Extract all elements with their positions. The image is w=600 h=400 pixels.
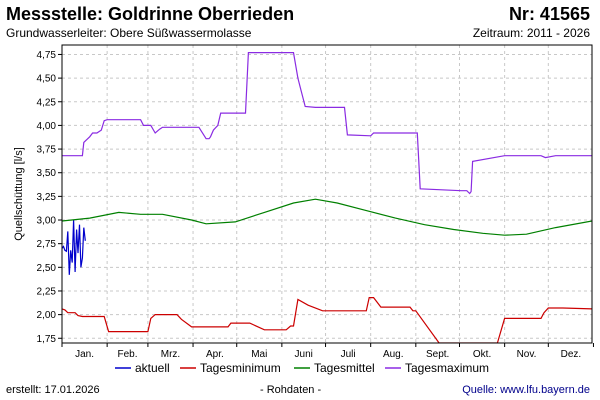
x-tick-label: Sept. [426, 349, 449, 360]
plot-frame [61, 44, 593, 344]
x-tick-label: Juni [295, 349, 313, 360]
raw-data-note: - Rohdaten - [260, 384, 322, 396]
period-label: Zeitraum: 2011 - 2026 [472, 26, 590, 40]
x-tick-label: Aug. [383, 349, 404, 360]
station-number: Nr: 41565 [508, 4, 590, 24]
x-tick-label: Apr. [206, 349, 224, 360]
x-tick-label: Okt. [473, 349, 491, 360]
y-tick-label: 4,00 [37, 121, 57, 132]
x-tick-label: Juli [341, 349, 356, 360]
source-link[interactable]: Quelle: www.lfu.bayern.de [462, 384, 590, 396]
x-tick-label: Mai [251, 349, 267, 360]
series-line-tagesminimum [62, 297, 592, 343]
x-tick-label: Mrz. [161, 349, 180, 360]
x-tick-label: Jan. [75, 349, 94, 360]
series-line-aktuell [62, 219, 86, 275]
y-tick-label: 1,75 [37, 334, 57, 345]
x-tick-label: Nov. [517, 349, 537, 360]
x-axis-ticks: Jan. Feb. Mrz. Apr. Mai Juni Juli Aug. Sept. Okt.… [61, 343, 594, 360]
y-tick-label: 2,00 [37, 310, 57, 321]
aquifer-label: Grundwasserleiter: Obere Süßwassermolass… [6, 26, 252, 40]
legend: aktuell Tagesminimum Tagesmittel Tagesmaxim… [115, 361, 489, 375]
y-tick-label: 2,25 [37, 286, 57, 297]
x-tick-label: Dez. [561, 349, 582, 360]
y-tick-label: 4,25 [37, 97, 57, 108]
y-tick-label: 2,50 [37, 263, 57, 274]
y-tick-label: 4,75 [37, 50, 57, 61]
y-tick-label: 3,50 [37, 168, 57, 179]
created-date: erstellt: 17.01.2026 [6, 384, 100, 396]
legend-label: Tagesmittel [314, 361, 375, 375]
station-title: Messstelle: Goldrinne Oberrieden [6, 4, 295, 24]
y-tick-label: 3,75 [37, 145, 57, 156]
y-axis-ticks: 1,75 2,00 2,25 2,50 2,75 3,00 3,25 3,50 3,75 4,00… [37, 50, 62, 345]
y-tick-label: 3,00 [37, 216, 57, 227]
series-line-tagesmittel [62, 198, 592, 236]
series-lines [62, 51, 592, 343]
legend-label: Tagesmaximum [405, 361, 489, 375]
y-tick-label: 4,50 [37, 74, 57, 85]
y-axis-label: Quellschüttung [l/s] [13, 147, 25, 241]
series-line-tagesmaximum [62, 51, 592, 195]
legend-label: aktuell [135, 361, 170, 375]
grid [62, 45, 592, 343]
y-tick-label: 3,25 [37, 192, 57, 203]
x-tick-label: Feb. [118, 349, 138, 360]
legend-label: Tagesminimum [200, 361, 281, 375]
y-tick-label: 2,75 [37, 239, 57, 250]
